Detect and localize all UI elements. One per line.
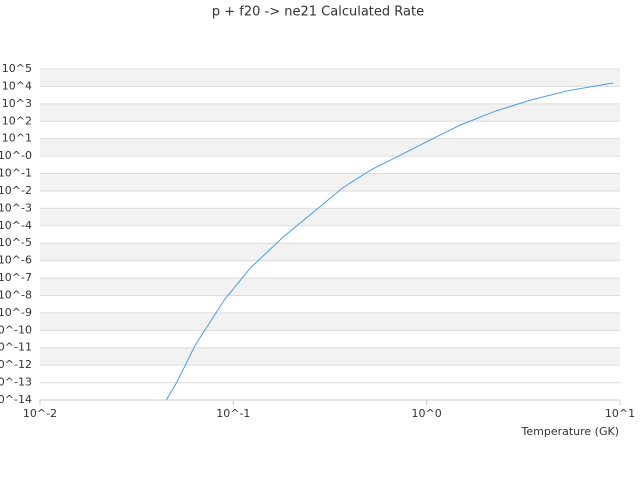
grid-band	[40, 103, 620, 122]
y-tick-label: 10^-3	[0, 201, 32, 214]
y-tick-label: 10^2	[2, 114, 32, 127]
y-tick-label: 10^-8	[0, 288, 32, 301]
x-axis-label: Temperature (GK)	[521, 425, 620, 438]
chart-title: p + f20 -> ne21 Calculated Rate	[212, 5, 424, 20]
y-tick-label: 10^-12	[0, 358, 32, 371]
y-tick-label: 10^-6	[0, 254, 32, 267]
grid-band	[40, 278, 620, 296]
grid-band	[40, 208, 620, 226]
grid-band	[40, 243, 620, 261]
y-tick-label: 10^-0	[0, 149, 32, 162]
grid-band	[40, 69, 620, 87]
y-tick-label: 10^-5	[0, 236, 32, 249]
x-tick-label: 10^0	[412, 407, 442, 420]
x-tick-label: 10^-2	[23, 407, 57, 420]
y-tick-label: 10^1	[2, 132, 32, 145]
y-tick-label: 10^5	[2, 62, 32, 75]
y-tick-label: 10^-13	[0, 376, 32, 389]
y-tick-label: 10^-10	[0, 323, 32, 336]
x-tick-label: 10^1	[605, 407, 635, 420]
y-tick-label: 10^-7	[0, 271, 32, 284]
y-tick-label: 10^-4	[0, 219, 32, 232]
y-tick-label: 10^-9	[0, 306, 32, 319]
y-tick-label: 10^4	[2, 79, 32, 92]
x-tick-label: 10^-1	[216, 407, 250, 420]
grid-band	[40, 312, 620, 331]
y-tick-label: 10^-1	[0, 167, 32, 180]
y-tick-label: 10^-2	[0, 184, 32, 197]
data-line	[165, 82, 614, 401]
grid-band	[40, 138, 620, 157]
grid-band	[40, 173, 620, 191]
y-tick-label: 10^3	[2, 97, 32, 110]
y-tick-label: 10^-11	[0, 341, 32, 354]
grid-band	[40, 347, 620, 366]
y-tick-label: 10^-14	[0, 393, 32, 406]
